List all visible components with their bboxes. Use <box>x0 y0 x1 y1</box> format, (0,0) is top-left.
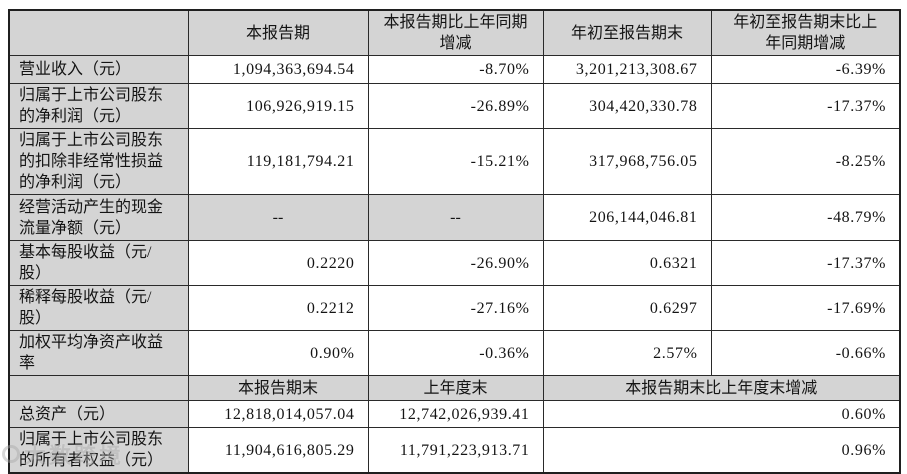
row-label: 归属于上市公司股东 的所有者权益（元） <box>8 427 189 474</box>
cell-value: 0.6321 <box>542 240 712 286</box>
table-row-basic-eps: 基本每股收益（元/ 股） 0.2220 -26.90% 0.6321 -17.3… <box>8 240 901 286</box>
cell-value: 0.2212 <box>187 285 369 331</box>
corner-cell <box>8 375 189 401</box>
quarterly-report-table: 本报告期 本报告期比上年同期 增减 年初至报告期末 年初至报告期末比上 年同期增… <box>8 9 901 474</box>
cell-value: 2.57% <box>542 330 712 376</box>
cell-value: -0.66% <box>710 330 901 376</box>
col-header-ytd-yoy-change: 年初至报告期末比上 年同期增减 <box>710 9 901 56</box>
row-label: 营业收入（元） <box>8 55 189 84</box>
cell-value: 11,791,223,913.71 <box>367 427 544 474</box>
cell-value-na: -- <box>367 194 544 241</box>
cell-value: 0.90% <box>187 330 369 376</box>
watermark-logo-icon <box>2 445 20 463</box>
table-row-total-assets: 总资产（元） 12,818,014,057.04 12,742,026,939.… <box>8 400 901 428</box>
cell-value: -17.37% <box>710 83 901 129</box>
cell-value: -17.69% <box>710 285 901 331</box>
col-header-current-period: 本报告期 <box>187 9 369 56</box>
cell-value: 0.2220 <box>187 240 369 286</box>
cell-value: -8.70% <box>367 55 544 84</box>
cell-value: -0.36% <box>367 330 544 376</box>
col-header-prior-year-end: 上年度末 <box>367 375 544 401</box>
cell-value: -6.39% <box>710 55 901 84</box>
corner-cell <box>8 9 189 56</box>
row-label: 归属于上市公司股东 的净利润（元） <box>8 83 189 129</box>
row-label: 总资产（元） <box>8 400 189 428</box>
header-row-period-end: 本报告期末 上年度末 本报告期末比上年度末增减 <box>8 375 901 401</box>
cell-value: 12,818,014,057.04 <box>187 400 369 428</box>
cell-value: 0.96% <box>542 427 901 474</box>
cell-value-na: -- <box>187 194 369 241</box>
cell-value: 206,144,046.81 <box>542 194 712 241</box>
cell-value: 3,201,213,308.67 <box>542 55 712 84</box>
cell-value: -27.16% <box>367 285 544 331</box>
table-row-net-profit-excl-nonrecurring: 归属于上市公司股东 的扣除非经常性损益 的净利润（元） 119,181,794.… <box>8 128 901 195</box>
header-row-period: 本报告期 本报告期比上年同期 增减 年初至报告期末 年初至报告期末比上 年同期增… <box>8 9 901 56</box>
cell-value: -48.79% <box>710 194 901 241</box>
row-label: 加权平均净资产收益 率 <box>8 330 189 376</box>
row-label: 稀释每股收益（元/ 股） <box>8 285 189 331</box>
row-label: 经营活动产生的现金 流量净额（元） <box>8 194 189 241</box>
cell-value: -17.37% <box>710 240 901 286</box>
table-row-weighted-roe: 加权平均净资产收益 率 0.90% -0.36% 2.57% -0.66% <box>8 330 901 376</box>
col-header-period-end: 本报告期末 <box>187 375 369 401</box>
cell-value: 12,742,026,939.41 <box>367 400 544 428</box>
table-row-operating-cash-flow: 经营活动产生的现金 流量净额（元） -- -- 206,144,046.81 -… <box>8 194 901 241</box>
cell-value: 0.60% <box>542 400 901 428</box>
cell-value: 1,094,363,694.54 <box>187 55 369 84</box>
cell-value: 11,904,616,805.29 <box>187 427 369 474</box>
cell-value: 119,181,794.21 <box>187 128 369 195</box>
row-label: 归属于上市公司股东 的扣除非经常性损益 的净利润（元） <box>8 128 189 195</box>
cell-value: 317,968,756.05 <box>542 128 712 195</box>
col-header-change-vs-prior-year-end: 本报告期末比上年度末增减 <box>542 375 901 401</box>
col-header-ytd: 年初至报告期末 <box>542 9 712 56</box>
table-row-net-profit: 归属于上市公司股东 的净利润（元） 106,926,919.15 -26.89%… <box>8 83 901 129</box>
cell-value: -15.21% <box>367 128 544 195</box>
cell-value: -8.25% <box>710 128 901 195</box>
cell-value: 106,926,919.15 <box>187 83 369 129</box>
cell-value: -26.90% <box>367 240 544 286</box>
table-row-revenue: 营业收入（元） 1,094,363,694.54 -8.70% 3,201,21… <box>8 55 901 84</box>
row-label: 基本每股收益（元/ 股） <box>8 240 189 286</box>
cell-value: 0.6297 <box>542 285 712 331</box>
col-header-yoy-change: 本报告期比上年同期 增减 <box>367 9 544 56</box>
watermark-text: 大数跨境 <box>24 443 125 468</box>
financial-summary-table: 本报告期 本报告期比上年同期 增减 年初至报告期末 年初至报告期末比上 年同期增… <box>8 9 901 474</box>
cell-value: -26.89% <box>367 83 544 129</box>
watermark: 大数跨境 <box>2 438 124 470</box>
cell-value: 304,420,330.78 <box>542 83 712 129</box>
table-row-diluted-eps: 稀释每股收益（元/ 股） 0.2212 -27.16% 0.6297 -17.6… <box>8 285 901 331</box>
table-row-owners-equity: 归属于上市公司股东 的所有者权益（元） 11,904,616,805.29 11… <box>8 427 901 474</box>
